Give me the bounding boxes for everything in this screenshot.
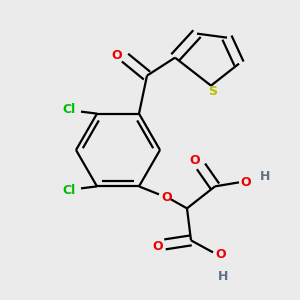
- Text: S: S: [208, 85, 217, 98]
- Text: O: O: [112, 49, 122, 62]
- Text: O: O: [153, 240, 163, 253]
- Text: O: O: [241, 176, 251, 189]
- Text: O: O: [190, 154, 200, 167]
- Text: Cl: Cl: [62, 184, 76, 197]
- Text: H: H: [218, 270, 228, 283]
- Text: O: O: [162, 191, 172, 204]
- Text: O: O: [216, 248, 226, 261]
- Text: Cl: Cl: [62, 103, 76, 116]
- Text: H: H: [260, 170, 270, 183]
